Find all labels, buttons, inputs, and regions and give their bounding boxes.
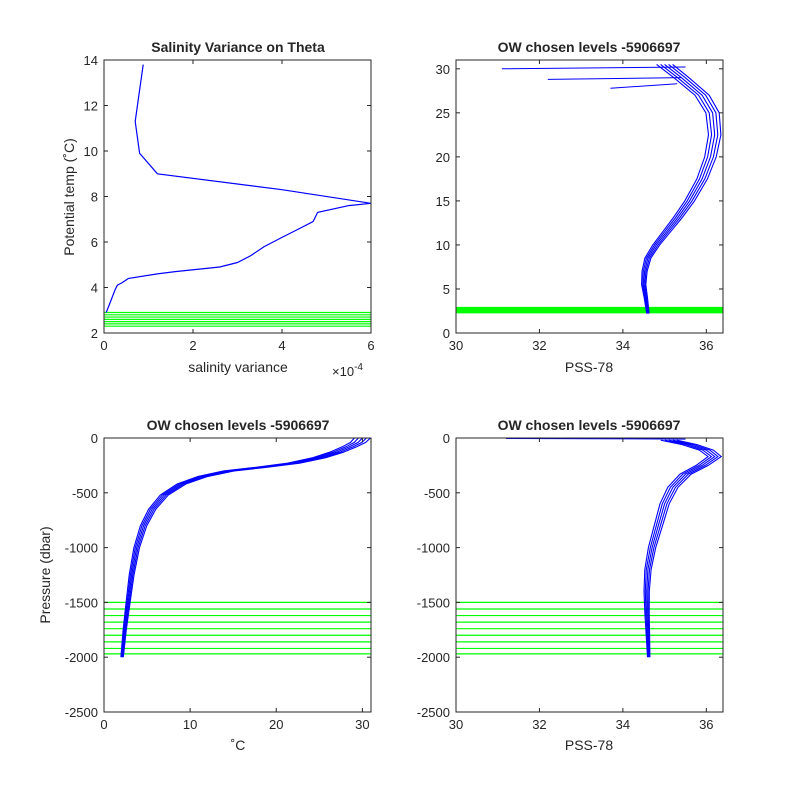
plot-area [104,60,371,333]
x-exponent-power: -4 [354,362,363,373]
x-exponent-label: ×10-4 [332,362,363,379]
plot-area [104,438,371,712]
y-tick-label: -2000 [65,650,98,665]
profile-line [120,438,355,658]
y-tick-label: 0 [443,431,450,446]
y-tick-label: 8 [91,190,98,205]
panel-temperature-pressure: OW chosen levels -5906697 ˚C Pressure (d… [37,417,372,753]
y-tick-label: -1500 [65,595,98,610]
y-tick-label: 20 [436,150,450,165]
profile-line [121,438,363,658]
profile-spike [501,66,686,70]
profile-line [120,438,359,658]
panel-salinity-theta: OW chosen levels -5906697 PSS-78 30 32 34 3… [436,39,724,375]
x-tick-label: 34 [616,338,630,353]
profile-line [645,63,722,314]
x-tick-label: 32 [532,338,546,353]
y-tick-label: 5 [443,282,450,297]
x-tick-label: 0 [100,338,107,353]
y-tick-label: -500 [424,486,450,501]
x-tick-label: 20 [269,717,283,732]
y-tick-label: -1500 [417,595,450,610]
profile-line [642,63,713,314]
y-tick-label: 0 [443,326,450,341]
profile-line [641,63,710,314]
y-tick-label: -500 [72,486,98,501]
y-tick-label: 30 [436,62,450,77]
profile-line [105,64,371,313]
y-tick-label: 0 [91,431,98,446]
panel-salinity-variance: Salinity Variance on Theta salinity vari… [61,39,375,379]
y-tick-label: 15 [436,194,450,209]
panel-salinity-pressure: OW chosen levels -5906697 PSS-78 30 32 34 3… [417,417,724,753]
profile-line [644,439,713,658]
profile-spike [506,438,686,440]
profile-line [644,63,719,314]
x-exponent-base: ×10 [332,364,354,379]
x-axis-label: ˚C [231,737,246,753]
x-tick-label: 30 [355,717,369,732]
x-axis-label: salinity variance [188,359,288,375]
y-tick-label: 2 [91,326,98,341]
profile-line [647,439,719,658]
y-tick-label: 10 [436,238,450,253]
x-tick-label: 30 [449,717,463,732]
profile-line [648,439,723,658]
x-tick-label: 34 [616,717,630,732]
y-tick-label: 25 [436,106,450,121]
x-tick-label: 0 [100,717,107,732]
panel-title: Salinity Variance on Theta [151,39,325,55]
x-tick-label: 32 [532,717,546,732]
y-axis-label: Potential temp (˚C) [61,138,77,255]
axes-frame [455,437,724,713]
x-tick-label: 36 [699,338,713,353]
x-tick-label: 6 [367,338,374,353]
y-tick-label: 4 [91,281,98,296]
y-tick-label: 12 [84,99,98,114]
axes-frame [103,437,372,713]
x-tick-label: 36 [699,717,713,732]
x-tick-label: 10 [183,717,197,732]
plot-content [456,63,723,314]
profile-spike [610,83,678,89]
panel-title: OW chosen levels -5906697 [498,39,681,55]
x-axis-label: PSS-78 [565,359,613,375]
y-tick-label: 6 [91,235,98,250]
profile-line [122,438,371,658]
profile-spike [547,77,682,80]
plot-content [104,64,371,327]
y-tick-label: 14 [84,53,98,68]
x-tick-label: 4 [278,338,285,353]
profile-line [646,439,716,658]
plot-content [104,438,371,658]
profile-line [643,63,716,314]
y-tick-label: -1000 [65,541,98,556]
y-tick-label: -2500 [65,705,98,720]
y-tick-label: 10 [84,144,98,159]
panel-title: OW chosen levels -5906697 [147,417,330,433]
x-tick-label: 2 [189,338,196,353]
plot-area [456,60,723,333]
y-tick-label: -2500 [417,705,450,720]
x-axis-label: PSS-78 [565,737,613,753]
y-tick-label: -1000 [417,541,450,556]
y-axis-label: Pressure (dbar) [37,526,53,623]
axes-frame [455,59,724,334]
profile-line [122,438,367,658]
profile-line [643,439,710,658]
panel-title: OW chosen levels -5906697 [498,417,681,433]
plot-content [456,438,723,658]
y-tick-label: -2000 [417,650,450,665]
x-tick-label: 30 [449,338,463,353]
